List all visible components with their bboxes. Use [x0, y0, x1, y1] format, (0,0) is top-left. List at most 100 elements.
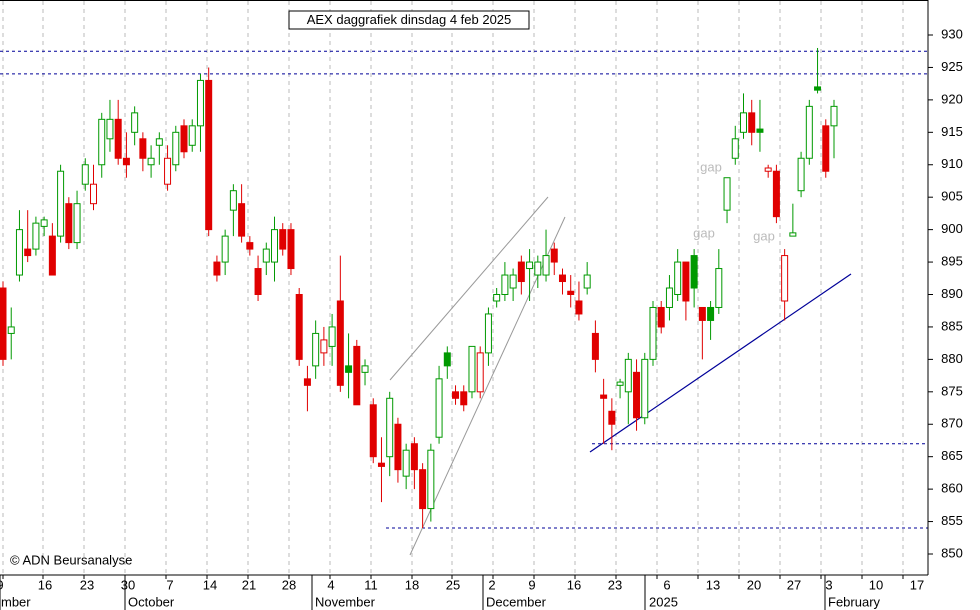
month-label: November	[315, 594, 376, 609]
candle-body	[386, 397, 394, 458]
candle-body	[468, 345, 476, 393]
candle-body	[229, 190, 237, 211]
candle-body	[394, 423, 402, 471]
y-tick-label: 885	[941, 318, 963, 333]
candle-body	[295, 294, 303, 360]
x-tick-label: 6	[663, 577, 670, 592]
candle-body	[221, 235, 229, 263]
x-tick-label: 20	[747, 577, 761, 592]
candle-body	[40, 219, 48, 227]
trend-channel-upper	[389, 196, 549, 381]
candle-body	[633, 371, 641, 419]
candle-body	[65, 203, 73, 244]
y-tick-label: 860	[941, 481, 963, 496]
candles	[0, 47, 838, 529]
y-tick-label: 875	[941, 383, 963, 398]
candle-body	[739, 112, 747, 133]
x-tick-label: 11	[364, 577, 378, 592]
candle-body	[567, 290, 575, 296]
candle-body	[57, 170, 65, 237]
candle-body	[7, 326, 15, 334]
candle-body	[822, 125, 830, 172]
candle-body	[0, 287, 7, 360]
candle-body	[781, 255, 789, 302]
candle-body	[550, 248, 558, 263]
x-tick-label: 30	[121, 577, 135, 592]
candle-body	[353, 345, 361, 406]
candle-body	[797, 157, 805, 192]
candle-body	[147, 157, 155, 166]
candle-body	[155, 138, 163, 146]
candle-body	[674, 261, 682, 295]
candle-body	[657, 306, 665, 328]
y-tick-label: 870	[941, 416, 963, 431]
candle-body	[830, 105, 838, 127]
y-tick-label: 895	[941, 254, 963, 269]
candle-body	[279, 229, 287, 250]
candle-body	[805, 105, 813, 159]
candle-body	[484, 313, 492, 354]
candle-body	[410, 443, 418, 471]
candle-body	[98, 118, 106, 166]
x-tick-label: 27	[787, 577, 801, 592]
x-tick-label: 25	[446, 577, 460, 592]
y-tick-label: 880	[941, 351, 963, 366]
candle-body	[517, 261, 525, 283]
candle-body	[731, 138, 739, 159]
candle-body	[180, 125, 188, 153]
y-tick-label: 855	[941, 513, 963, 528]
candle-body	[756, 128, 764, 133]
candle-body	[114, 118, 122, 159]
x-tick-label: 2	[488, 577, 495, 592]
candle-body	[583, 274, 591, 289]
gap-label: gap	[753, 228, 775, 243]
candle-body	[493, 294, 501, 302]
candle-body	[24, 248, 32, 257]
candle-body	[641, 358, 649, 419]
candle-body	[624, 358, 632, 393]
candle-body	[476, 352, 484, 393]
x-tick-label: 18	[405, 577, 419, 592]
title-box	[288, 10, 530, 30]
candle-body	[715, 268, 723, 308]
levels	[0, 50, 928, 529]
candle-body	[254, 268, 262, 295]
axis-labels: 8508558608658708758808858908959009059109…	[0, 26, 963, 610]
x-tick-label: 21	[242, 577, 256, 592]
candle-body	[238, 203, 246, 237]
candle-body	[213, 261, 221, 276]
x-tick-label: 10	[869, 577, 883, 592]
candle-body	[558, 274, 566, 283]
y-tick-label: 930	[941, 26, 963, 41]
candle-body	[682, 261, 690, 302]
candle-body	[707, 306, 715, 321]
candle-body	[649, 306, 657, 360]
candle-body	[419, 469, 427, 510]
candle-body	[73, 203, 81, 244]
x-tick-label: 13	[706, 577, 720, 592]
y-tick-label: 915	[941, 124, 963, 139]
x-tick-label: 16	[38, 577, 52, 592]
candle-body	[616, 381, 624, 386]
x-tick-label: 17	[910, 577, 924, 592]
candle-body	[665, 287, 673, 308]
y-tick-label: 925	[941, 59, 963, 74]
candle-body	[131, 112, 139, 133]
candle-body	[526, 261, 534, 270]
candle-body	[772, 170, 780, 218]
candle-body	[789, 232, 797, 237]
candle-body	[164, 157, 172, 185]
gap-label: gap	[693, 225, 715, 240]
candle-body	[196, 79, 204, 127]
candle-body	[369, 404, 377, 458]
month-label: February	[828, 594, 881, 609]
candle-body	[320, 339, 328, 354]
candle-body	[271, 229, 279, 263]
candle-body	[534, 261, 542, 276]
candle-body	[452, 391, 460, 399]
candle-body	[591, 332, 599, 360]
candle-body	[188, 125, 196, 146]
candle-body	[600, 394, 608, 399]
